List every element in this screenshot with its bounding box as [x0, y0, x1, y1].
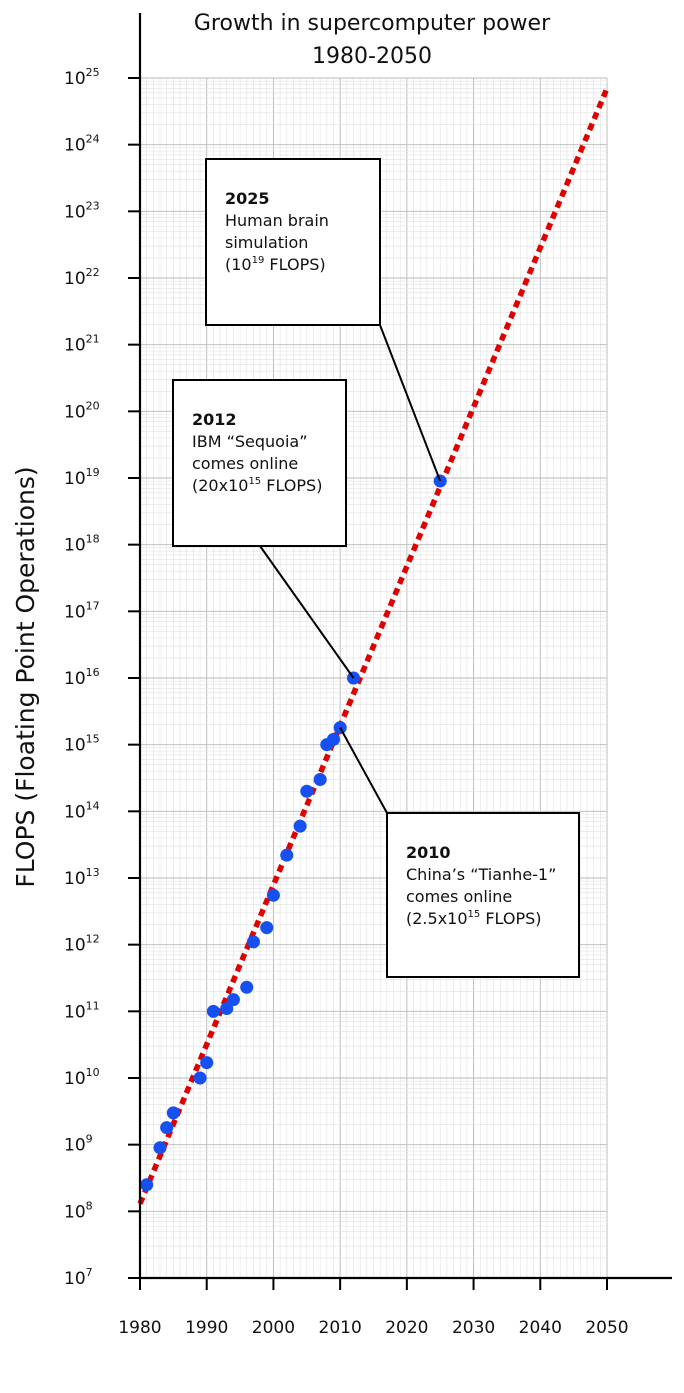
- annotation-year: 2012: [192, 410, 237, 429]
- x-tick-labels: 1980 1990 2000 2010 2020 2030 2040 2050: [118, 1318, 628, 1338]
- data-point: [166, 1106, 180, 1120]
- y-tick-label: 1010: [64, 1066, 100, 1089]
- data-point: [266, 888, 280, 902]
- annotation-flops: (20x1015 FLOPS): [192, 476, 322, 495]
- annotation-leader-line: [259, 545, 355, 679]
- y-tick-label: 1016: [64, 666, 100, 689]
- annotation-text: comes online: [192, 454, 298, 473]
- y-tick-label: 1017: [64, 599, 100, 622]
- data-point: [240, 980, 254, 994]
- data-point: [160, 1121, 174, 1135]
- chart-axes: [128, 13, 672, 1290]
- data-point: [293, 819, 307, 833]
- data-point: [220, 1002, 234, 1016]
- y-tick-label: 1018: [64, 533, 100, 556]
- data-point: [193, 1071, 207, 1085]
- data-point: [280, 848, 294, 862]
- data-point: [246, 935, 260, 949]
- x-tick-label: 2010: [319, 1318, 362, 1338]
- x-tick-label: 2000: [252, 1318, 295, 1338]
- y-tick-label: 1025: [64, 66, 100, 89]
- y-tick-label: 109: [64, 1133, 93, 1156]
- chart-title: Growth in supercomputer power: [194, 11, 551, 36]
- data-points-layer: [140, 474, 447, 1192]
- annotation-year: 2010: [406, 843, 451, 862]
- annotation-leader-line: [339, 727, 388, 814]
- annotation-text: Human brain: [225, 211, 329, 230]
- y-tick-label: 1012: [64, 933, 100, 956]
- y-tick-label: 1011: [64, 999, 100, 1022]
- data-point: [326, 732, 340, 746]
- annotation-flops: (2.5x1015 FLOPS): [406, 909, 542, 928]
- annotation-leader-line: [379, 324, 442, 482]
- annotation-text: comes online: [406, 887, 512, 906]
- y-tick-label: 1024: [64, 133, 100, 156]
- annotation-text: simulation: [225, 233, 308, 252]
- annotations-layer: 2025 Human brain simulation (1019 FLOPS) 201…: [172, 158, 580, 978]
- y-axis-label: FLOPS (Floating Point Operations): [11, 466, 40, 887]
- data-point: [260, 921, 274, 935]
- data-point: [226, 993, 240, 1007]
- x-tick-label: 2030: [452, 1318, 495, 1338]
- y-tick-labels: 107 108 109 1010 1011 1012 1013 1014 1015 1016 101…: [64, 66, 100, 1289]
- y-tick-label: 1022: [64, 266, 100, 289]
- annotation-box: [386, 812, 580, 978]
- x-tick-label: 2050: [585, 1318, 628, 1338]
- y-tick-label: 1013: [64, 866, 100, 889]
- data-point: [153, 1141, 167, 1155]
- x-tick-label: 2040: [519, 1318, 562, 1338]
- x-tick-label: 1990: [185, 1318, 228, 1338]
- annotation-flops: (1019 FLOPS): [225, 255, 326, 274]
- x-tick-label: 1980: [118, 1318, 161, 1338]
- trend-line: [137, 87, 610, 1205]
- chart-grid: [139, 77, 608, 1279]
- annotation-box: [172, 379, 347, 547]
- data-point: [313, 773, 327, 787]
- y-tick-label: 107: [64, 1266, 93, 1289]
- annotation-box: [205, 158, 381, 326]
- y-tick-label: 1021: [64, 333, 100, 356]
- data-point: [206, 1004, 220, 1018]
- data-point: [300, 784, 314, 798]
- annotation-year: 2025: [225, 189, 270, 208]
- y-tick-label: 1020: [64, 399, 100, 422]
- annotation-text: China’s “Tianhe-1”: [406, 865, 556, 884]
- trend-line-layer: [137, 87, 610, 1205]
- x-tick-label: 2020: [385, 1318, 428, 1338]
- y-tick-label: 1015: [64, 733, 100, 756]
- y-tick-label: 1023: [64, 199, 100, 222]
- y-tick-label: 108: [64, 1199, 93, 1222]
- y-tick-label: 1019: [64, 466, 100, 489]
- y-tick-label: 1014: [64, 799, 100, 822]
- annotation-text: IBM “Sequoia”: [192, 432, 308, 451]
- chart-subtitle: 1980-2050: [312, 44, 432, 69]
- data-point: [200, 1056, 214, 1070]
- data-point: [140, 1178, 154, 1192]
